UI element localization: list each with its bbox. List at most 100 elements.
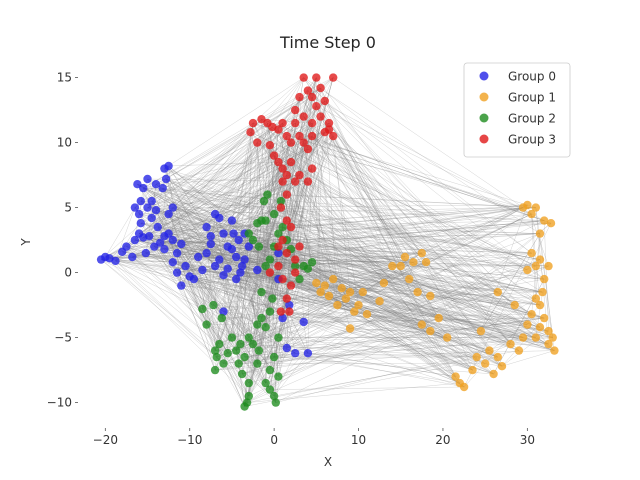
edge-line: [248, 246, 266, 267]
group-3-point: [286, 157, 296, 167]
edge-line: [345, 298, 494, 375]
group-1-point: [324, 291, 334, 301]
edge-line: [274, 259, 541, 358]
edge-line: [147, 207, 275, 215]
edge-line: [240, 213, 532, 345]
edge-line: [215, 326, 541, 371]
edge-line: [166, 178, 553, 338]
edge-line: [139, 200, 281, 215]
edge-line: [236, 298, 287, 351]
edge-line: [286, 311, 355, 349]
edge-line: [286, 135, 465, 388]
edge-line: [198, 246, 300, 258]
edge-line: [168, 161, 279, 215]
edge-line: [172, 239, 427, 263]
group-0-point: [164, 209, 173, 219]
edge-line: [290, 248, 545, 319]
edge-line: [126, 246, 460, 384]
edge-line: [147, 207, 543, 293]
edge-line: [164, 236, 275, 358]
group-3-point: [312, 73, 321, 82]
edges-layer: [100, 77, 555, 407]
group-1-point: [426, 291, 435, 301]
group-0-point: [303, 349, 313, 358]
group-3-point: [303, 86, 313, 95]
edge-line: [247, 382, 460, 403]
edge-line: [265, 220, 532, 254]
edge-line: [280, 207, 401, 267]
edge-line: [286, 175, 304, 267]
edge-line: [231, 220, 545, 250]
edge-line: [303, 116, 498, 358]
edge-line: [157, 226, 515, 306]
group-1-point: [514, 346, 524, 355]
edge-line: [269, 207, 536, 390]
edge-line: [181, 122, 283, 245]
edge-line: [535, 207, 553, 338]
group-1-point: [396, 261, 405, 271]
edge-line: [134, 119, 262, 241]
edge-line: [286, 132, 325, 176]
edge-line: [185, 161, 292, 267]
group-0-point: [139, 183, 148, 193]
edge-line: [139, 233, 330, 297]
edge-line: [233, 135, 313, 234]
edge-line: [332, 136, 351, 293]
group-1-point: [337, 284, 346, 293]
group-2-point: [274, 333, 283, 342]
edge-line: [272, 295, 431, 299]
edge-line: [258, 77, 334, 247]
group-0-point: [143, 203, 152, 212]
group-3-point: [324, 125, 334, 134]
edge-line: [280, 207, 385, 284]
edge-line: [210, 168, 283, 237]
edge-line: [320, 282, 384, 293]
edge-line: [278, 97, 313, 280]
edge-line: [280, 311, 431, 332]
group-1-point: [400, 252, 410, 262]
edge-line: [257, 324, 275, 397]
edge-line: [240, 343, 477, 358]
group-3-point: [312, 102, 321, 111]
edge-line: [126, 246, 279, 338]
edge-line: [206, 324, 249, 338]
edge-line: [241, 240, 283, 375]
edge-line: [328, 123, 359, 306]
group-3-point: [299, 73, 308, 82]
group-3-point: [274, 157, 283, 167]
y-tick-label: 5: [64, 201, 72, 215]
edge-line: [278, 207, 524, 254]
edge-line: [307, 181, 351, 329]
edge-line: [273, 155, 532, 315]
edge-line: [299, 174, 541, 306]
group-3-point: [291, 177, 300, 186]
edge-line: [258, 246, 351, 329]
y-axis-label: Y: [19, 238, 33, 247]
edge-line: [269, 259, 528, 325]
group-0-point: [136, 196, 145, 206]
group-1-point: [506, 339, 515, 349]
edge-line: [257, 298, 347, 364]
group-2-point: [210, 365, 220, 375]
edge-line: [155, 183, 541, 260]
edge-line: [324, 100, 410, 280]
group-3-point: [291, 118, 300, 128]
edge-line: [160, 242, 515, 306]
edge-line: [143, 187, 552, 224]
group-2-point: [234, 359, 243, 368]
edge-line: [181, 285, 549, 332]
points-layer: [96, 73, 559, 411]
edge-line: [134, 239, 532, 254]
edge-line: [311, 122, 406, 258]
group-2-point: [219, 359, 228, 368]
edge-line: [307, 90, 545, 280]
edge-line: [250, 131, 536, 267]
group-0-point: [136, 219, 145, 228]
edge-line: [261, 119, 265, 202]
edge-line: [286, 265, 549, 349]
edge-line: [115, 235, 165, 262]
edge-line: [290, 161, 498, 293]
edge-line: [257, 337, 536, 364]
edge-line: [316, 77, 321, 293]
